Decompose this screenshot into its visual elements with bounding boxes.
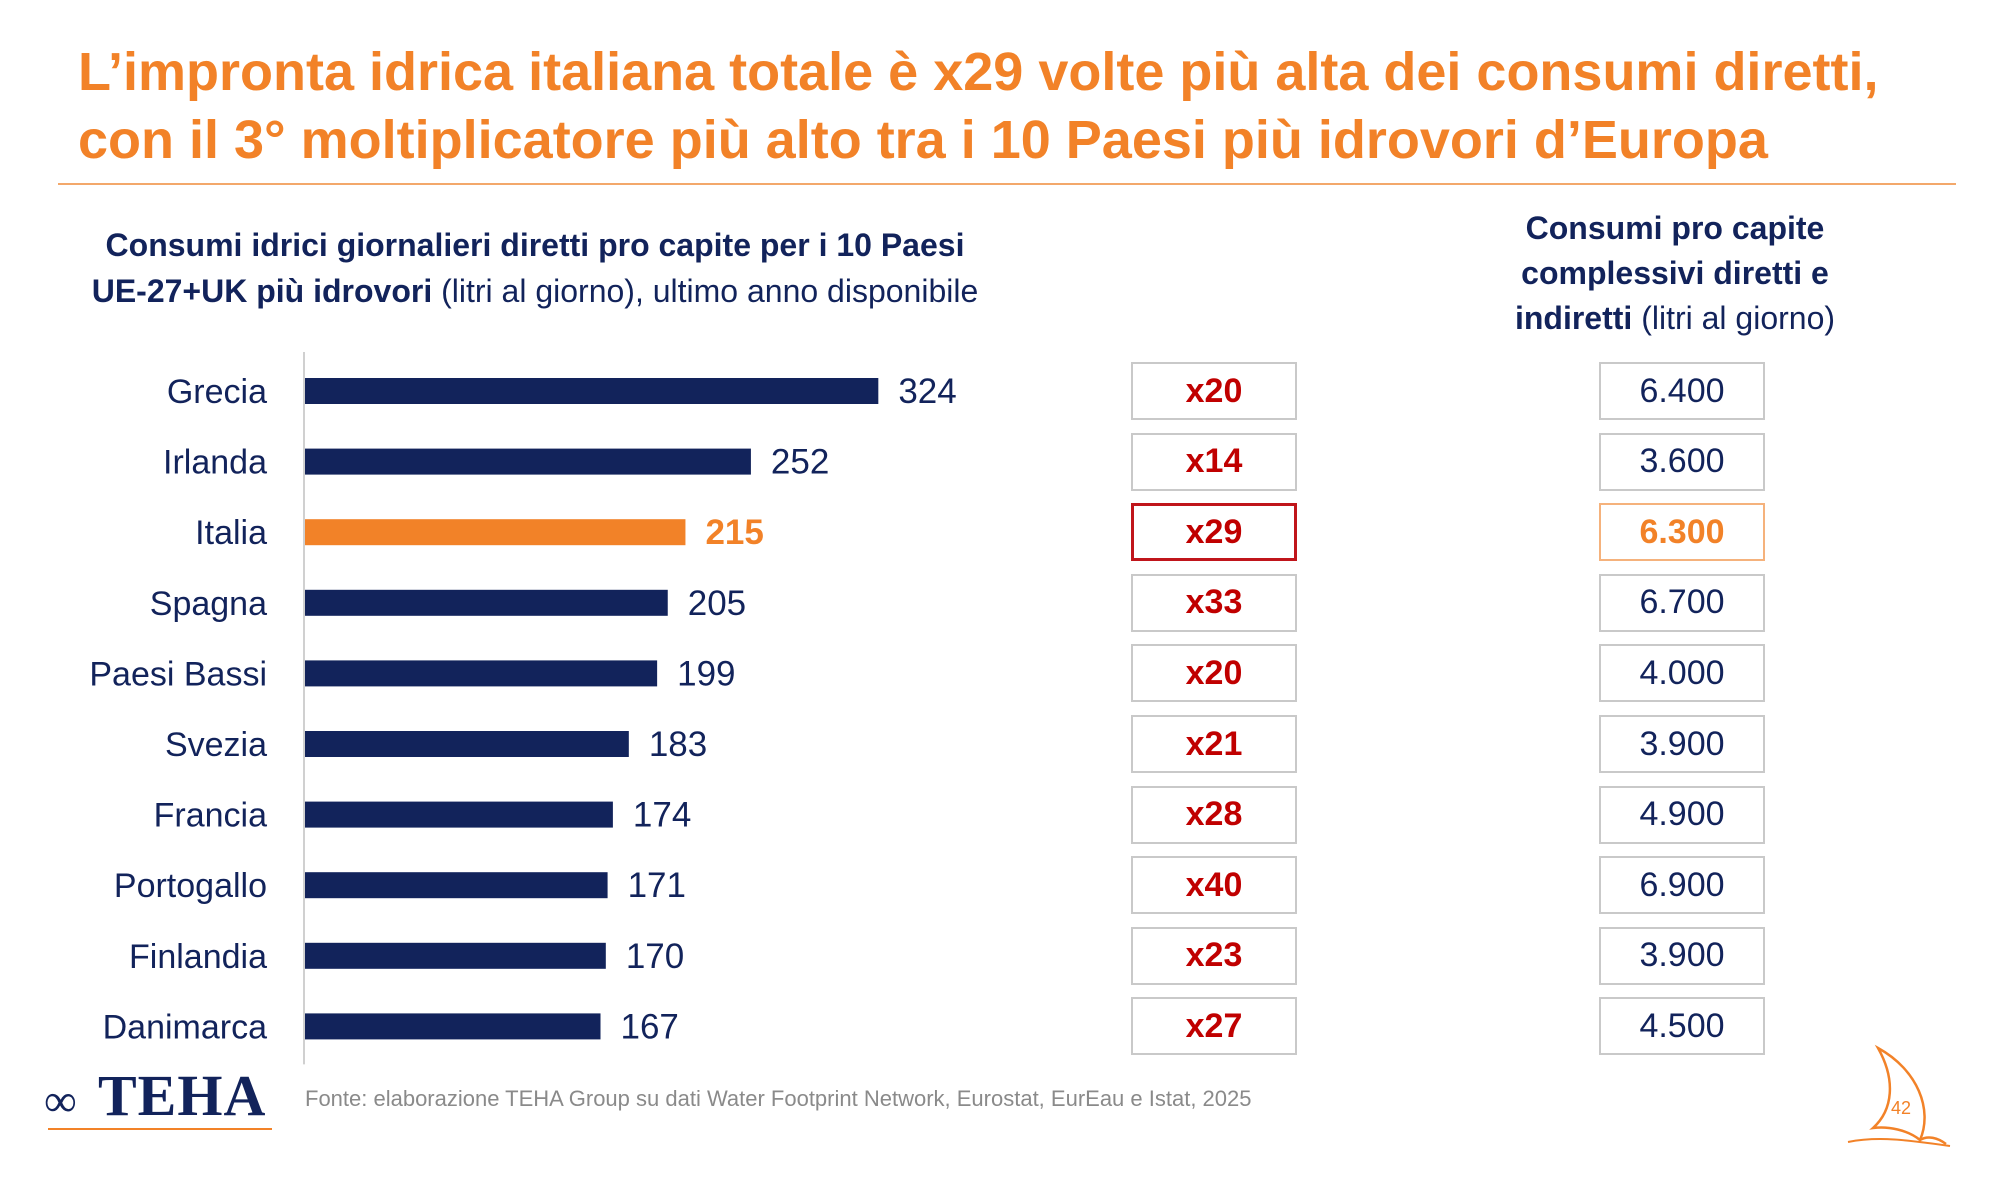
title-line-2: con il 3° moltiplicatore più alto tra i …: [78, 110, 1768, 170]
title-divider: [58, 183, 1956, 185]
page-number: 42: [1891, 1098, 1912, 1118]
multiplier-cell: x28: [1131, 785, 1297, 844]
logo-text: TEHA: [98, 1063, 267, 1128]
category-label: Francia: [154, 797, 267, 835]
category-label: Spagna: [150, 585, 267, 623]
total-cell: 6.700: [1599, 573, 1765, 632]
value-label: 324: [898, 372, 956, 411]
multiplier-cell: x29: [1131, 503, 1297, 562]
bar-highlight: [305, 519, 686, 546]
category-label: Portogallo: [114, 867, 267, 905]
totals-header: Consumi pro capite complessivi diretti e…: [1465, 206, 1885, 341]
total-cell: 6.900: [1599, 856, 1765, 915]
totals-header-bold-3: indiretti: [1514, 300, 1633, 336]
bar: [305, 731, 629, 757]
multiplier-cell: x23: [1131, 926, 1297, 985]
page-title: L’impronta idrica italiana totale è x29 …: [78, 38, 1958, 174]
category-label: Grecia: [167, 373, 267, 411]
subtitle-normal-2: (litri al giorno), ultimo anno disponibi…: [432, 273, 979, 309]
title-line-1: L’impronta idrica italiana totale è x29 …: [78, 42, 1879, 102]
multiplier-cell: x33: [1131, 573, 1297, 632]
subtitle-bold-2: UE-27+UK più idrovori: [91, 273, 433, 309]
bar: [305, 448, 751, 475]
value-label: 205: [688, 584, 746, 623]
bar: [305, 378, 879, 404]
multiplier-cell: x14: [1131, 432, 1297, 491]
value-label: 252: [771, 443, 829, 482]
category-label: Italia: [195, 514, 267, 552]
multiplier-cell: x21: [1131, 715, 1297, 773]
logo-underline: [48, 1128, 272, 1130]
multiplier-cell: x20: [1131, 362, 1297, 420]
total-cell: 6.300: [1599, 503, 1765, 562]
total-cell: 6.400: [1599, 362, 1765, 420]
multiplier-cell: x27: [1131, 997, 1297, 1056]
total-cell: 4.500: [1599, 997, 1765, 1056]
category-label: Finlandia: [129, 938, 267, 976]
bar: [305, 660, 658, 687]
bar: [305, 942, 606, 969]
multiplier-cell: x40: [1131, 856, 1297, 915]
totals-header-normal-3: (litri al giorno): [1632, 300, 1836, 336]
total-cell: 4.000: [1599, 644, 1765, 703]
teha-logo: ∞ TEHA: [44, 1063, 276, 1132]
category-label: Irlanda: [163, 444, 267, 482]
category-label: Danimarca: [103, 1008, 267, 1046]
totals-header-bold-1: Consumi pro capite: [1525, 210, 1825, 246]
total-cell: 3.900: [1599, 715, 1765, 773]
multiplier-cell: x20: [1131, 644, 1297, 703]
total-cell: 3.600: [1599, 432, 1765, 491]
total-cell: 3.900: [1599, 926, 1765, 985]
sail-icon: [1847, 1044, 1951, 1147]
subtitle-bold-1: Consumi idrici giornalieri diretti pro c…: [105, 227, 965, 263]
source-note: Fonte: elaborazione TEHA Group su dati W…: [305, 1086, 1252, 1111]
category-label: Svezia: [165, 726, 267, 764]
value-label: 174: [633, 796, 691, 835]
bar: [305, 872, 608, 899]
value-label: 171: [628, 866, 686, 905]
chart-subtitle: Consumi idrici giornalieri diretti pro c…: [20, 222, 1050, 314]
bar: [305, 801, 613, 828]
logo-mark-icon: ∞: [44, 1075, 77, 1126]
value-label: 183: [649, 725, 707, 764]
value-label: 215: [705, 513, 763, 552]
value-label: 170: [626, 937, 684, 976]
value-label: 167: [621, 1007, 679, 1046]
bar: [305, 589, 668, 616]
total-cell: 4.900: [1599, 785, 1765, 844]
bar: [305, 1013, 601, 1040]
value-label: 199: [677, 654, 735, 693]
category-label: Paesi Bassi: [89, 655, 267, 693]
totals-header-bold-2: complessivi diretti e: [1521, 255, 1829, 291]
